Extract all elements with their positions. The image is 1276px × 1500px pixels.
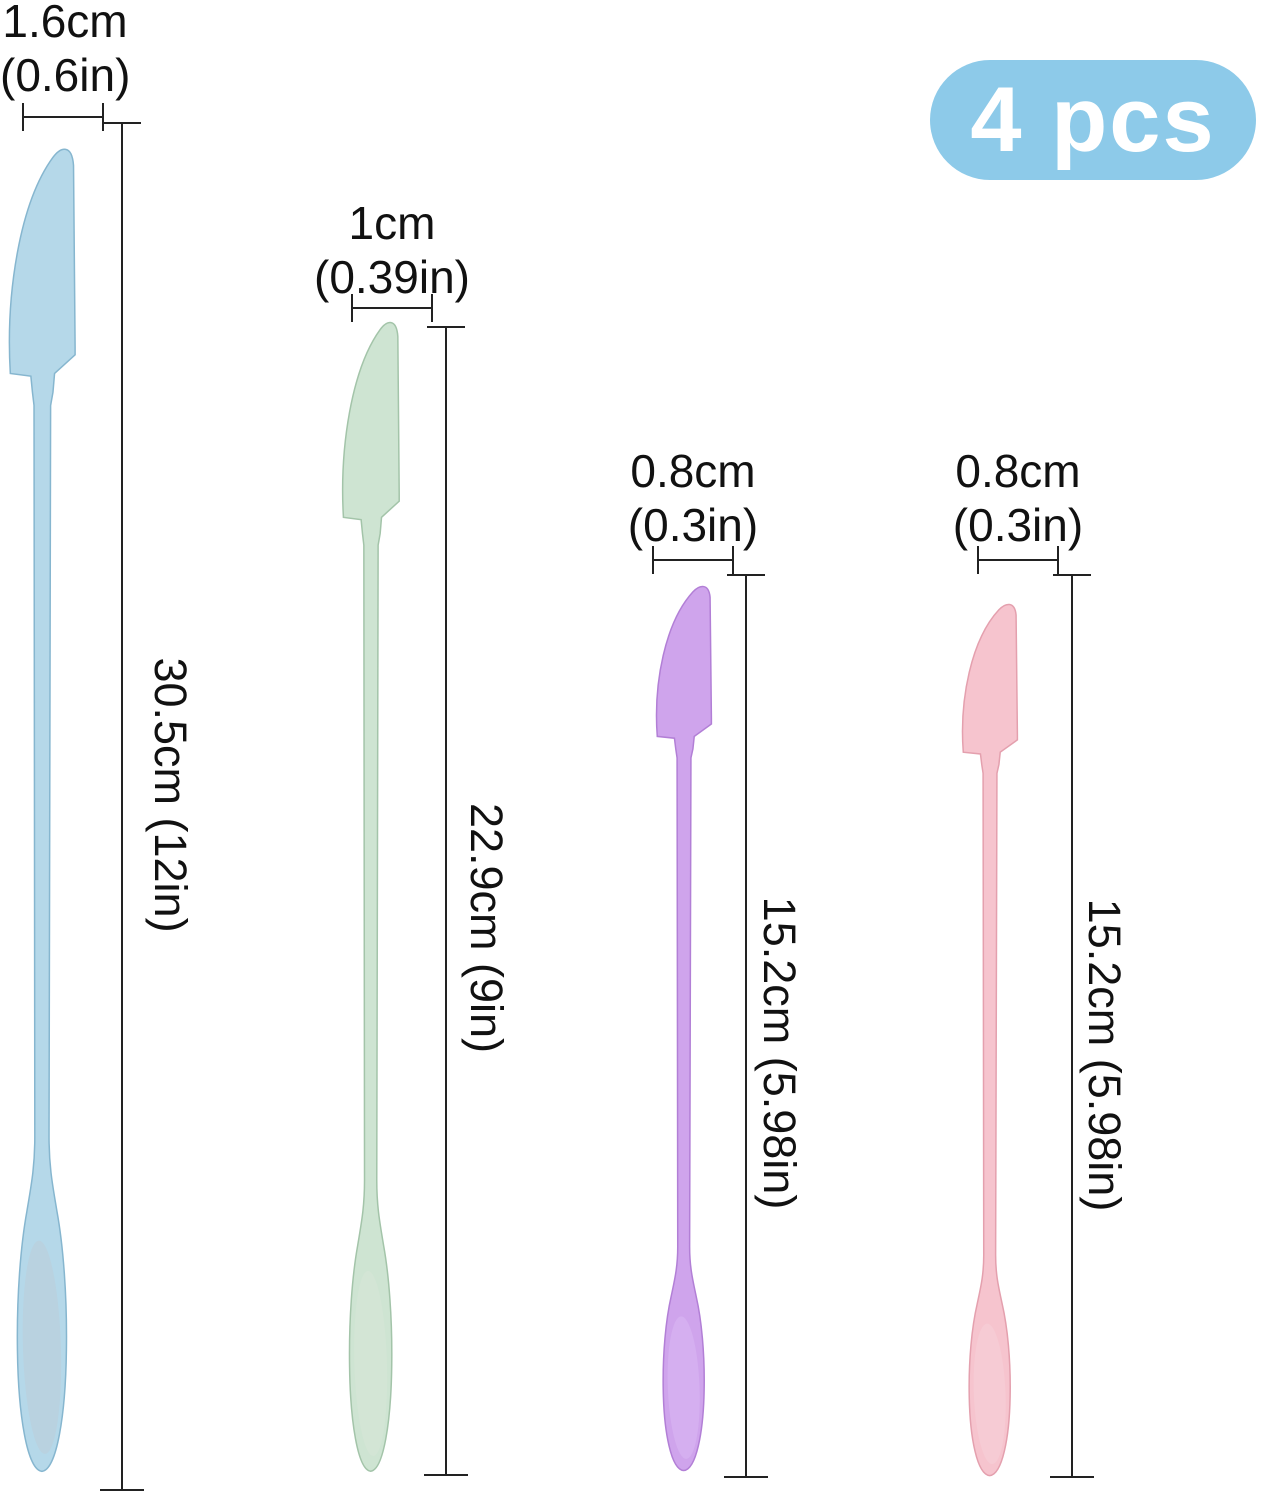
pink-spatula-spoon-graphic <box>958 601 1024 1480</box>
blue-spatula-spoon-graphic <box>4 144 83 1478</box>
pink-length-dimension-line <box>1050 574 1094 1478</box>
blue-width-cm: 1.6cm <box>2 0 128 47</box>
green-length-label: 22.9cm (9in) <box>461 802 512 1054</box>
purple-length-dimension-line <box>724 574 768 1478</box>
purple-length-label: 15.2cm (5.98in) <box>754 896 805 1210</box>
green-width-in: (0.39in) <box>314 251 470 303</box>
count-badge-label: 4 pcs <box>970 68 1216 171</box>
purple-width-dimension-line <box>652 546 734 574</box>
blue-length-dimension-line <box>100 122 144 1491</box>
purple-width-cm: 0.8cm <box>630 445 756 497</box>
green-spatula-spoon-graphic <box>338 318 406 1477</box>
green-width-dimension-line <box>351 294 433 322</box>
purple-width-in: (0.3in) <box>627 499 759 551</box>
blue-length-label: 30.5cm (12in) <box>145 657 196 933</box>
purple-width-label: 0.8cm (0.3in) <box>593 444 793 552</box>
green-width-cm: 1cm <box>348 197 436 249</box>
green-width-label: 1cm (0.39in) <box>292 196 492 304</box>
blue-width-dimension-line <box>22 103 104 131</box>
purple-spatula-spoon-graphic <box>652 583 718 1475</box>
green-length-dimension-line <box>424 326 468 1476</box>
pink-width-in: (0.3in) <box>952 499 1084 551</box>
pink-width-label: 0.8cm (0.3in) <box>918 444 1118 552</box>
blue-width-label: 1.6cm (0.6in) <box>0 0 130 102</box>
pink-width-dimension-line <box>977 546 1059 574</box>
pink-length-label: 15.2cm (5.98in) <box>1079 898 1130 1212</box>
blue-width-in: (0.6in) <box>0 49 131 101</box>
pink-width-cm: 0.8cm <box>955 445 1081 497</box>
count-badge: 4 pcs <box>930 60 1256 180</box>
